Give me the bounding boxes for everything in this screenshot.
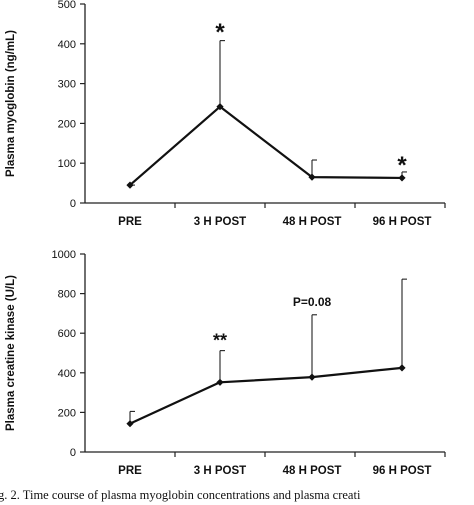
data-point [216, 378, 224, 386]
significance-marker: * [397, 152, 407, 179]
y-axis-label: Plasma creatine kinase (U/L) [5, 275, 17, 431]
x-tick-label: PRE [118, 216, 142, 228]
data-point [398, 364, 406, 372]
y-axis-label: Plasma myoglobin (ng/mL) [5, 30, 17, 177]
y-tick-label: 200 [58, 407, 76, 419]
p-value-label: P=0.08 [293, 295, 332, 309]
x-tick-label: 96 H POST [373, 465, 432, 477]
data-point [126, 420, 134, 428]
y-tick-label: 0 [70, 198, 76, 210]
x-tick-label: 48 H POST [283, 216, 342, 228]
y-tick-label: 200 [58, 118, 76, 130]
x-tick-label: 3 H POST [194, 216, 246, 228]
x-tick-label: 96 H POST [373, 216, 432, 228]
y-tick-label: 400 [58, 39, 76, 51]
series-line [129, 105, 403, 186]
data-point [398, 174, 406, 182]
figure-caption: g. 2. Time course of plasma myoglobin co… [0, 488, 361, 502]
data-point [216, 103, 224, 111]
x-tick-label: 48 H POST [283, 465, 342, 477]
data-point [126, 181, 134, 189]
y-tick-label: 1000 [52, 249, 76, 261]
y-tick-label: 600 [58, 328, 76, 340]
significance-marker: ** [213, 331, 227, 351]
y-tick-label: 100 [58, 158, 76, 170]
y-tick-label: 0 [70, 447, 76, 459]
y-tick-label: 800 [58, 289, 76, 301]
significance-marker: * [215, 19, 225, 46]
creatine-kinase-chart: 0 200 400 600 800 1000 PRE 3 H POST 48 H POST 96 … [5, 249, 446, 477]
y-tick-label: 400 [58, 368, 76, 380]
x-tick-label: PRE [118, 465, 142, 477]
series-line [129, 366, 403, 425]
y-tick-label: 300 [58, 79, 76, 91]
x-tick-label: 3 H POST [194, 465, 246, 477]
data-point [308, 173, 316, 181]
myoglobin-chart: 0 100 200 300 400 500 PRE 3 H POST 48 H POST 96 H… [5, 0, 446, 228]
y-tick-label: 500 [58, 0, 76, 11]
data-point [308, 373, 316, 381]
